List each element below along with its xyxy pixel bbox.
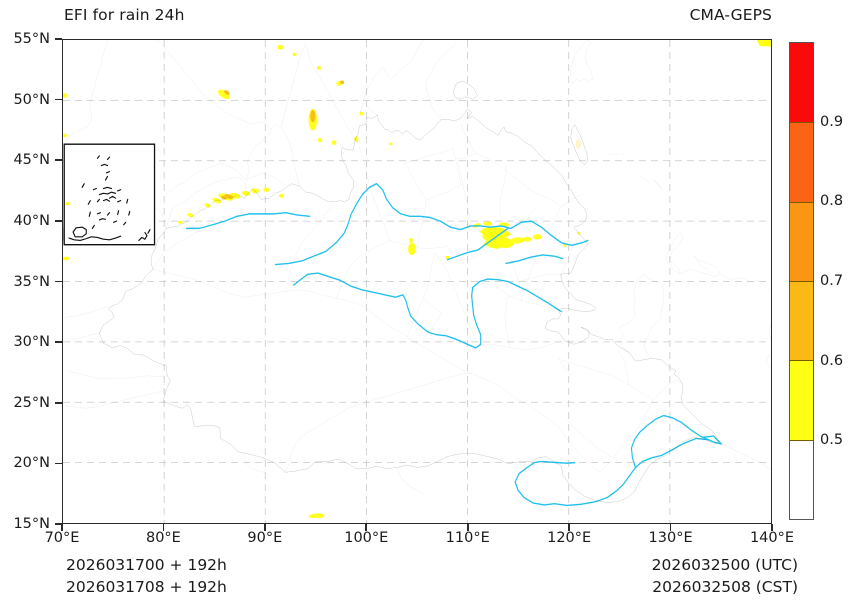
x-tick-mark <box>771 524 773 531</box>
y-tick-label: 55°N <box>13 31 50 47</box>
x-tick-mark <box>669 524 672 531</box>
colorbar-band <box>790 360 813 440</box>
page-title: EFI for rain 24h <box>64 6 185 24</box>
y-tick-mark <box>55 280 62 283</box>
y-tick-label: 20°N <box>13 455 50 472</box>
map-canvas <box>63 40 771 523</box>
colorbar-tick-label: 0.7 <box>820 273 844 289</box>
y-tick-label: 30°N <box>13 334 50 351</box>
model-label: CMA-GEPS <box>689 6 772 24</box>
x-tick-label: 140°E <box>749 530 795 546</box>
y-tick-label: 35°N <box>13 273 50 290</box>
x-tick-mark <box>162 524 165 531</box>
efi-shading-layer <box>63 40 771 519</box>
colorbar-tick-label: 0.8 <box>820 193 844 210</box>
y-tick-label: 25°N <box>13 394 50 411</box>
y-tick-label: 50°N <box>13 91 50 108</box>
footer-init-cst: 2026031708 + 192h <box>66 578 227 596</box>
x-tick-mark <box>264 524 266 531</box>
x-tick-mark <box>568 524 570 531</box>
y-tick-mark <box>55 523 62 525</box>
y-tick-mark <box>55 220 62 222</box>
map-plot-area[interactable] <box>62 39 772 524</box>
y-tick-label: 45°N <box>13 152 50 169</box>
y-tick-mark <box>55 401 62 404</box>
river-layer <box>185 182 723 507</box>
colorbar[interactable] <box>789 42 814 520</box>
gridlines <box>63 40 771 523</box>
y-tick-mark <box>55 462 62 465</box>
x-tick-label: 100°E <box>344 530 389 546</box>
colorbar-band <box>790 43 813 123</box>
y-tick-mark <box>55 98 62 101</box>
province-boundaries <box>153 125 682 473</box>
neighbour-coastlines <box>65 40 771 518</box>
colorbar-tick-label: 0.5 <box>820 432 844 449</box>
x-tick-label: 90°E <box>247 530 283 546</box>
colorbar-band <box>790 439 813 519</box>
colorbar-band <box>790 201 813 281</box>
x-tick-mark <box>365 524 368 531</box>
y-axis-labels: 55°N 50°N 45°N 40°N 35°N 30°N 25°N 20°N 15°N <box>0 0 58 608</box>
x-tick-label: 130°E <box>648 530 693 546</box>
colorbar-tick-label: 0.9 <box>820 113 844 130</box>
colorbar-band <box>790 280 813 361</box>
x-tick-mark <box>61 524 63 531</box>
footer-init-utc: 2026031700 + 192h <box>66 556 227 574</box>
x-tick-label: 80°E <box>145 530 181 546</box>
x-tick-label: 120°E <box>547 530 592 546</box>
colorbar-band <box>790 122 813 202</box>
y-tick-label: 15°N <box>13 516 50 532</box>
x-tick-label: 70°E <box>44 530 80 546</box>
footer-valid-cst: 2026032508 (CST) <box>652 578 798 596</box>
national-border <box>99 81 718 502</box>
y-tick-mark <box>55 159 62 162</box>
y-tick-mark <box>55 341 62 343</box>
y-tick-label: 40°N <box>13 212 50 229</box>
colorbar-tick-label: 0.6 <box>820 352 844 369</box>
x-tick-mark <box>466 524 469 531</box>
footer-valid-utc: 2026032500 (UTC) <box>651 556 798 574</box>
south-china-sea-inset <box>64 144 154 244</box>
y-tick-mark <box>55 38 62 40</box>
x-tick-label: 110°E <box>445 530 490 546</box>
